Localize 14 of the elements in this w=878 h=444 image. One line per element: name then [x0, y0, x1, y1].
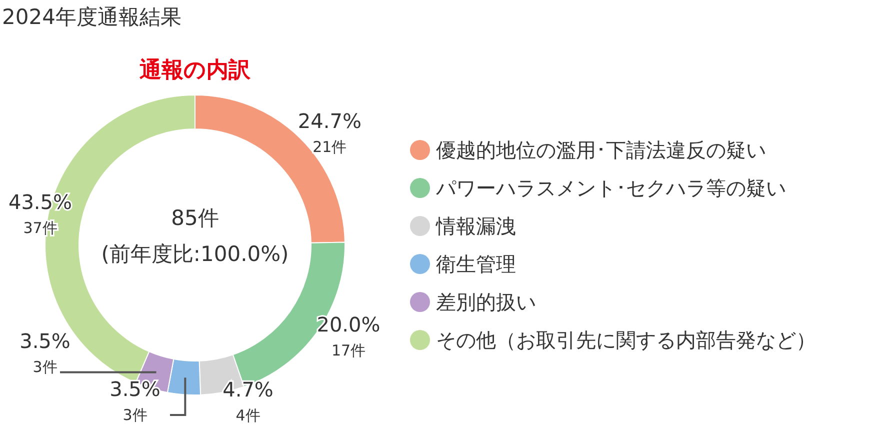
chart-subtitle: 通報の内訳: [138, 58, 252, 83]
legend-label: その他（お取引先に関する内部告発など）: [436, 328, 816, 352]
data-label: 24.7% 21件: [298, 109, 362, 156]
data-label: 4.7% 4件: [222, 377, 274, 424]
data-label: 3.5% 3件: [20, 329, 70, 376]
text: (前年度比:100.0%): [101, 242, 289, 266]
text: 85件: [171, 206, 219, 230]
chart-title: 2024年度通報結果: [2, 5, 182, 29]
legend-label: 情報漏洩: [435, 214, 516, 238]
legend-label: パワーハラスメント･セクハラ等の疑い: [435, 176, 786, 200]
data-label: 3.5% 3件: [110, 377, 160, 424]
legend-label: 差別的扱い: [436, 290, 536, 314]
legend-label: 衛生管理: [436, 252, 516, 276]
legend-label: 優越的地位の濫用･下請法違反の疑い: [436, 138, 766, 162]
